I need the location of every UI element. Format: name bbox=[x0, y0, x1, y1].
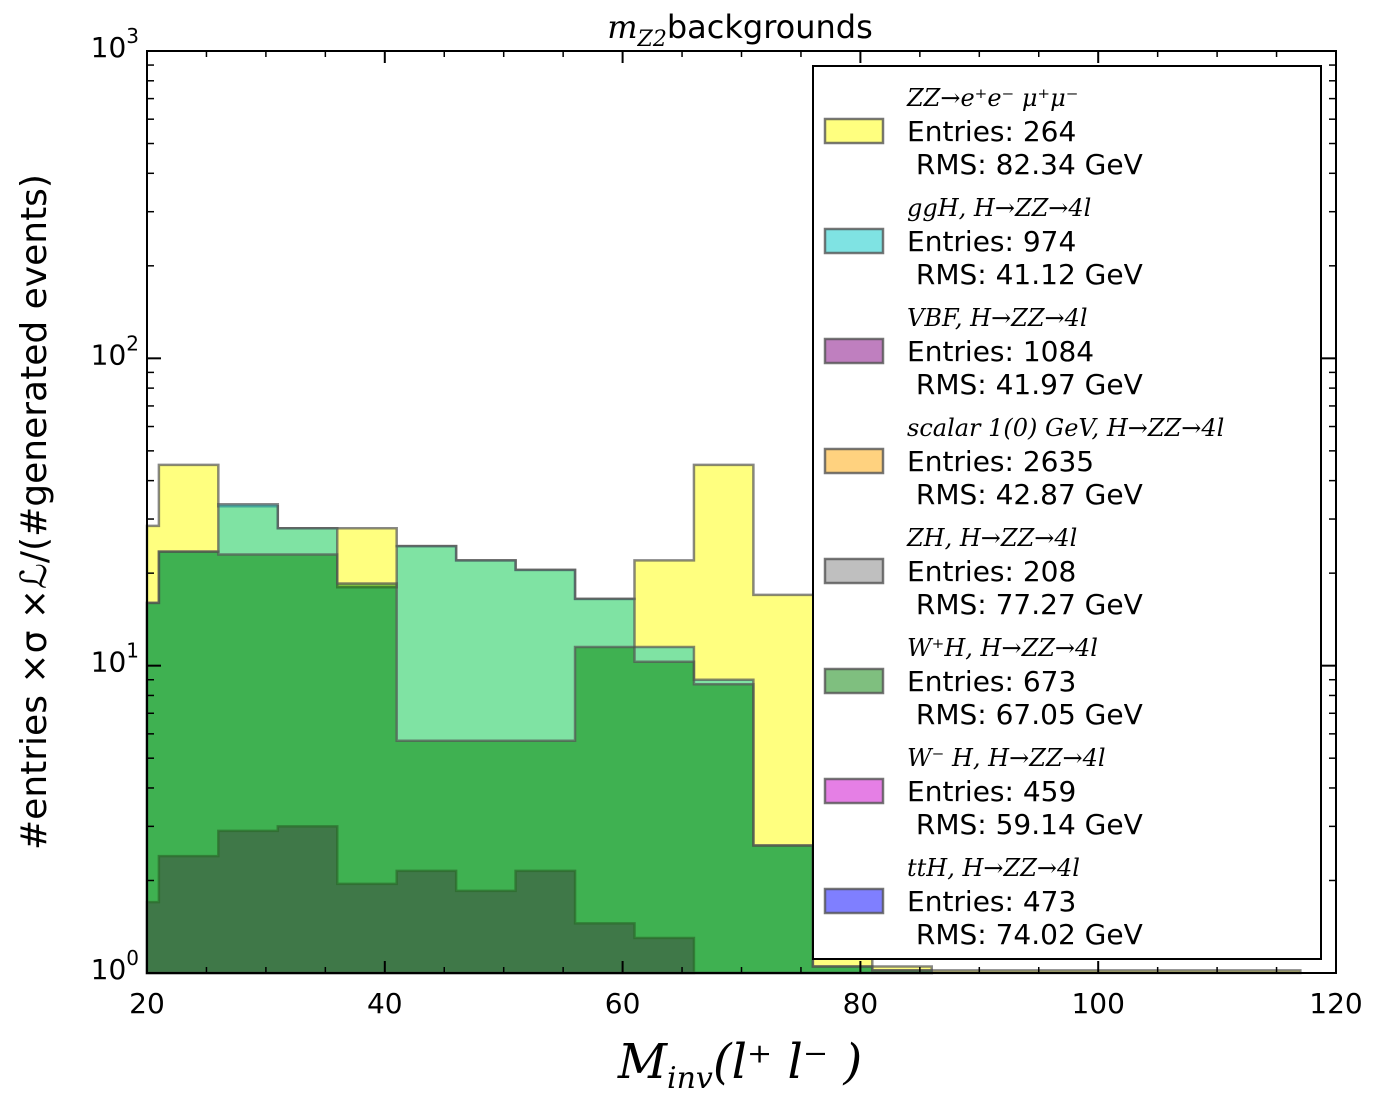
legend-swatch-4 bbox=[823, 557, 885, 585]
legend-rms-2: RMS: 41.97 GeV bbox=[907, 368, 1143, 401]
legend-name-7: ttH, H→ZZ→4l bbox=[907, 854, 1080, 882]
legend-swatch-3 bbox=[823, 447, 885, 475]
legend-swatch-2 bbox=[823, 337, 885, 365]
legend-entries-7: Entries: 473 bbox=[907, 885, 1076, 918]
legend-swatch-7 bbox=[823, 887, 885, 915]
legend-name-1: ggH, H→ZZ→4l bbox=[907, 194, 1091, 222]
y-tick-label: 100 bbox=[91, 946, 139, 986]
x-tick-label: 80 bbox=[843, 987, 879, 1020]
legend-entries-0: Entries: 264 bbox=[907, 115, 1076, 148]
legend-swatch-0 bbox=[823, 117, 885, 145]
legend-entries-3: Entries: 2635 bbox=[907, 445, 1094, 478]
legend-swatch-5 bbox=[823, 667, 885, 695]
axis-ticks: 20 40 60 80 100 120 100 101 102 103 bbox=[91, 24, 1363, 1020]
legend-entries-6: Entries: 459 bbox=[907, 775, 1076, 808]
x-axis-label-rest: (l⁺ l⁻ ) bbox=[713, 1034, 862, 1089]
legend-entries-1: Entries: 974 bbox=[907, 225, 1076, 258]
x-tick-label: 120 bbox=[1309, 987, 1362, 1020]
series-fill-5-0 bbox=[145, 550, 933, 975]
chart-title: mZ2backgrounds bbox=[607, 8, 873, 52]
y-tick-label: 102 bbox=[91, 331, 139, 371]
legend-rms-6: RMS: 59.14 GeV bbox=[907, 808, 1143, 841]
y-tick-label: 103 bbox=[91, 24, 139, 64]
y-tick-label: 101 bbox=[91, 639, 139, 679]
x-axis-label-sub: inv bbox=[667, 1061, 713, 1089]
legend-rms-1: RMS: 41.12 GeV bbox=[907, 258, 1143, 291]
x-tick-label: 60 bbox=[605, 987, 641, 1020]
legend-rms-0: RMS: 82.34 GeV bbox=[907, 148, 1143, 181]
x-tick-label: 100 bbox=[1071, 987, 1124, 1020]
legend-entries-5: Entries: 673 bbox=[907, 665, 1076, 698]
x-tick-label: 20 bbox=[129, 987, 165, 1020]
legend-swatch-6 bbox=[823, 777, 885, 805]
legend-entries-2: Entries: 1084 bbox=[907, 335, 1094, 368]
legend-rms-3: RMS: 42.87 GeV bbox=[907, 478, 1143, 511]
x-axis-label: Minv(l⁺ l⁻ ) bbox=[617, 1034, 862, 1089]
y-axis-label: #entries ×σ ×ℒ/(#generated events) bbox=[14, 174, 55, 850]
legend-rms-5: RMS: 67.05 GeV bbox=[907, 698, 1143, 731]
legend-name-5: W⁺H, H→ZZ→4l bbox=[907, 634, 1098, 662]
chart-title-math: m bbox=[607, 8, 637, 46]
legend-swatch-1 bbox=[823, 227, 885, 255]
chart-title-sub: Z2 bbox=[637, 27, 667, 52]
histogram-layers bbox=[145, 463, 1302, 975]
legend-name-3: scalar 1(0) GeV, H→ZZ→4l bbox=[907, 414, 1224, 442]
legend: ZZ→e⁺e⁻ μ⁺μ⁻ Entries: 264 RMS: 82.34 GeV g… bbox=[812, 65, 1322, 960]
legend-name-2: VBF, H→ZZ→4l bbox=[907, 304, 1088, 332]
chart-title-text: backgrounds bbox=[667, 8, 873, 46]
x-tick-label: 40 bbox=[367, 987, 403, 1020]
legend-name-6: W⁻ H, H→ZZ→4l bbox=[907, 744, 1106, 772]
legend-rms-4: RMS: 77.27 GeV bbox=[907, 588, 1143, 621]
x-axis-label-main: M bbox=[617, 1034, 669, 1089]
legend-name-4: ZH, H→ZZ→4l bbox=[906, 524, 1077, 552]
legend-box bbox=[812, 65, 1322, 960]
legend-name-0: ZZ→e⁺e⁻ μ⁺μ⁻ bbox=[906, 84, 1078, 112]
legend-rms-7: RMS: 74.02 GeV bbox=[907, 918, 1143, 951]
legend-entries-4: Entries: 208 bbox=[907, 555, 1076, 588]
